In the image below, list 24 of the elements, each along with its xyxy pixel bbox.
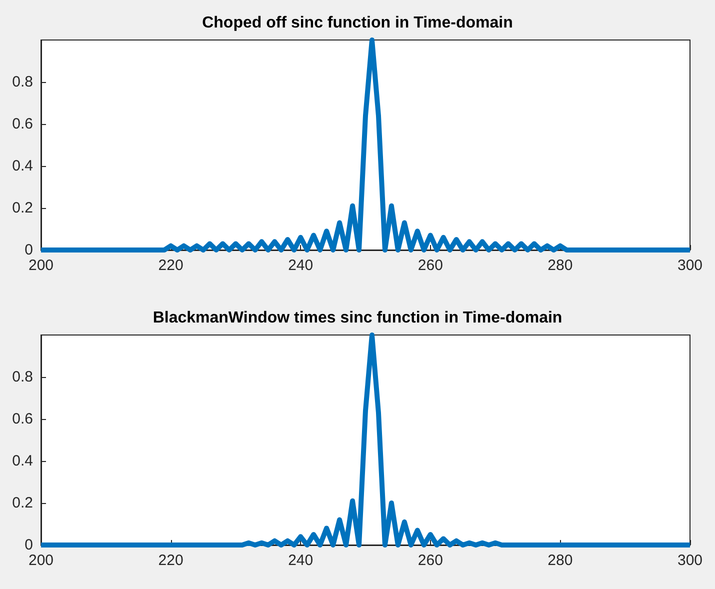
y-tick-label: 0.4 xyxy=(12,452,33,470)
y-tick-label: 0.2 xyxy=(12,200,33,216)
x-tick-label: 220 xyxy=(158,552,184,569)
x-tick-label: 220 xyxy=(158,257,184,274)
x-tick-label: 260 xyxy=(418,257,443,274)
y-tick-label: 0 xyxy=(24,536,33,554)
x-tick-label: 200 xyxy=(28,257,54,274)
x-tick-label: 200 xyxy=(28,552,54,569)
x-tick-label: 240 xyxy=(288,257,314,274)
x-tick-label: 240 xyxy=(288,552,314,569)
y-tick-label: 0.6 xyxy=(12,116,33,132)
y-tick-label: 0.8 xyxy=(12,368,33,386)
y-tick-label: 0.6 xyxy=(12,410,33,428)
x-tick-label: 280 xyxy=(548,257,573,274)
y-tick-label: 0 xyxy=(24,242,33,258)
x-tick-label: 280 xyxy=(548,552,573,569)
x-tick-label: 260 xyxy=(418,552,443,569)
x-tick-label: 300 xyxy=(677,552,703,569)
chart-title: Choped off sinc function in Time-domain xyxy=(202,14,513,32)
y-tick-label: 0.2 xyxy=(12,494,33,512)
y-tick-label: 0.8 xyxy=(12,74,33,90)
x-tick-label: 300 xyxy=(677,257,703,274)
y-tick-label: 0.4 xyxy=(12,158,33,174)
chart-title: BlackmanWindow times sinc function in Time-domain xyxy=(152,310,562,326)
